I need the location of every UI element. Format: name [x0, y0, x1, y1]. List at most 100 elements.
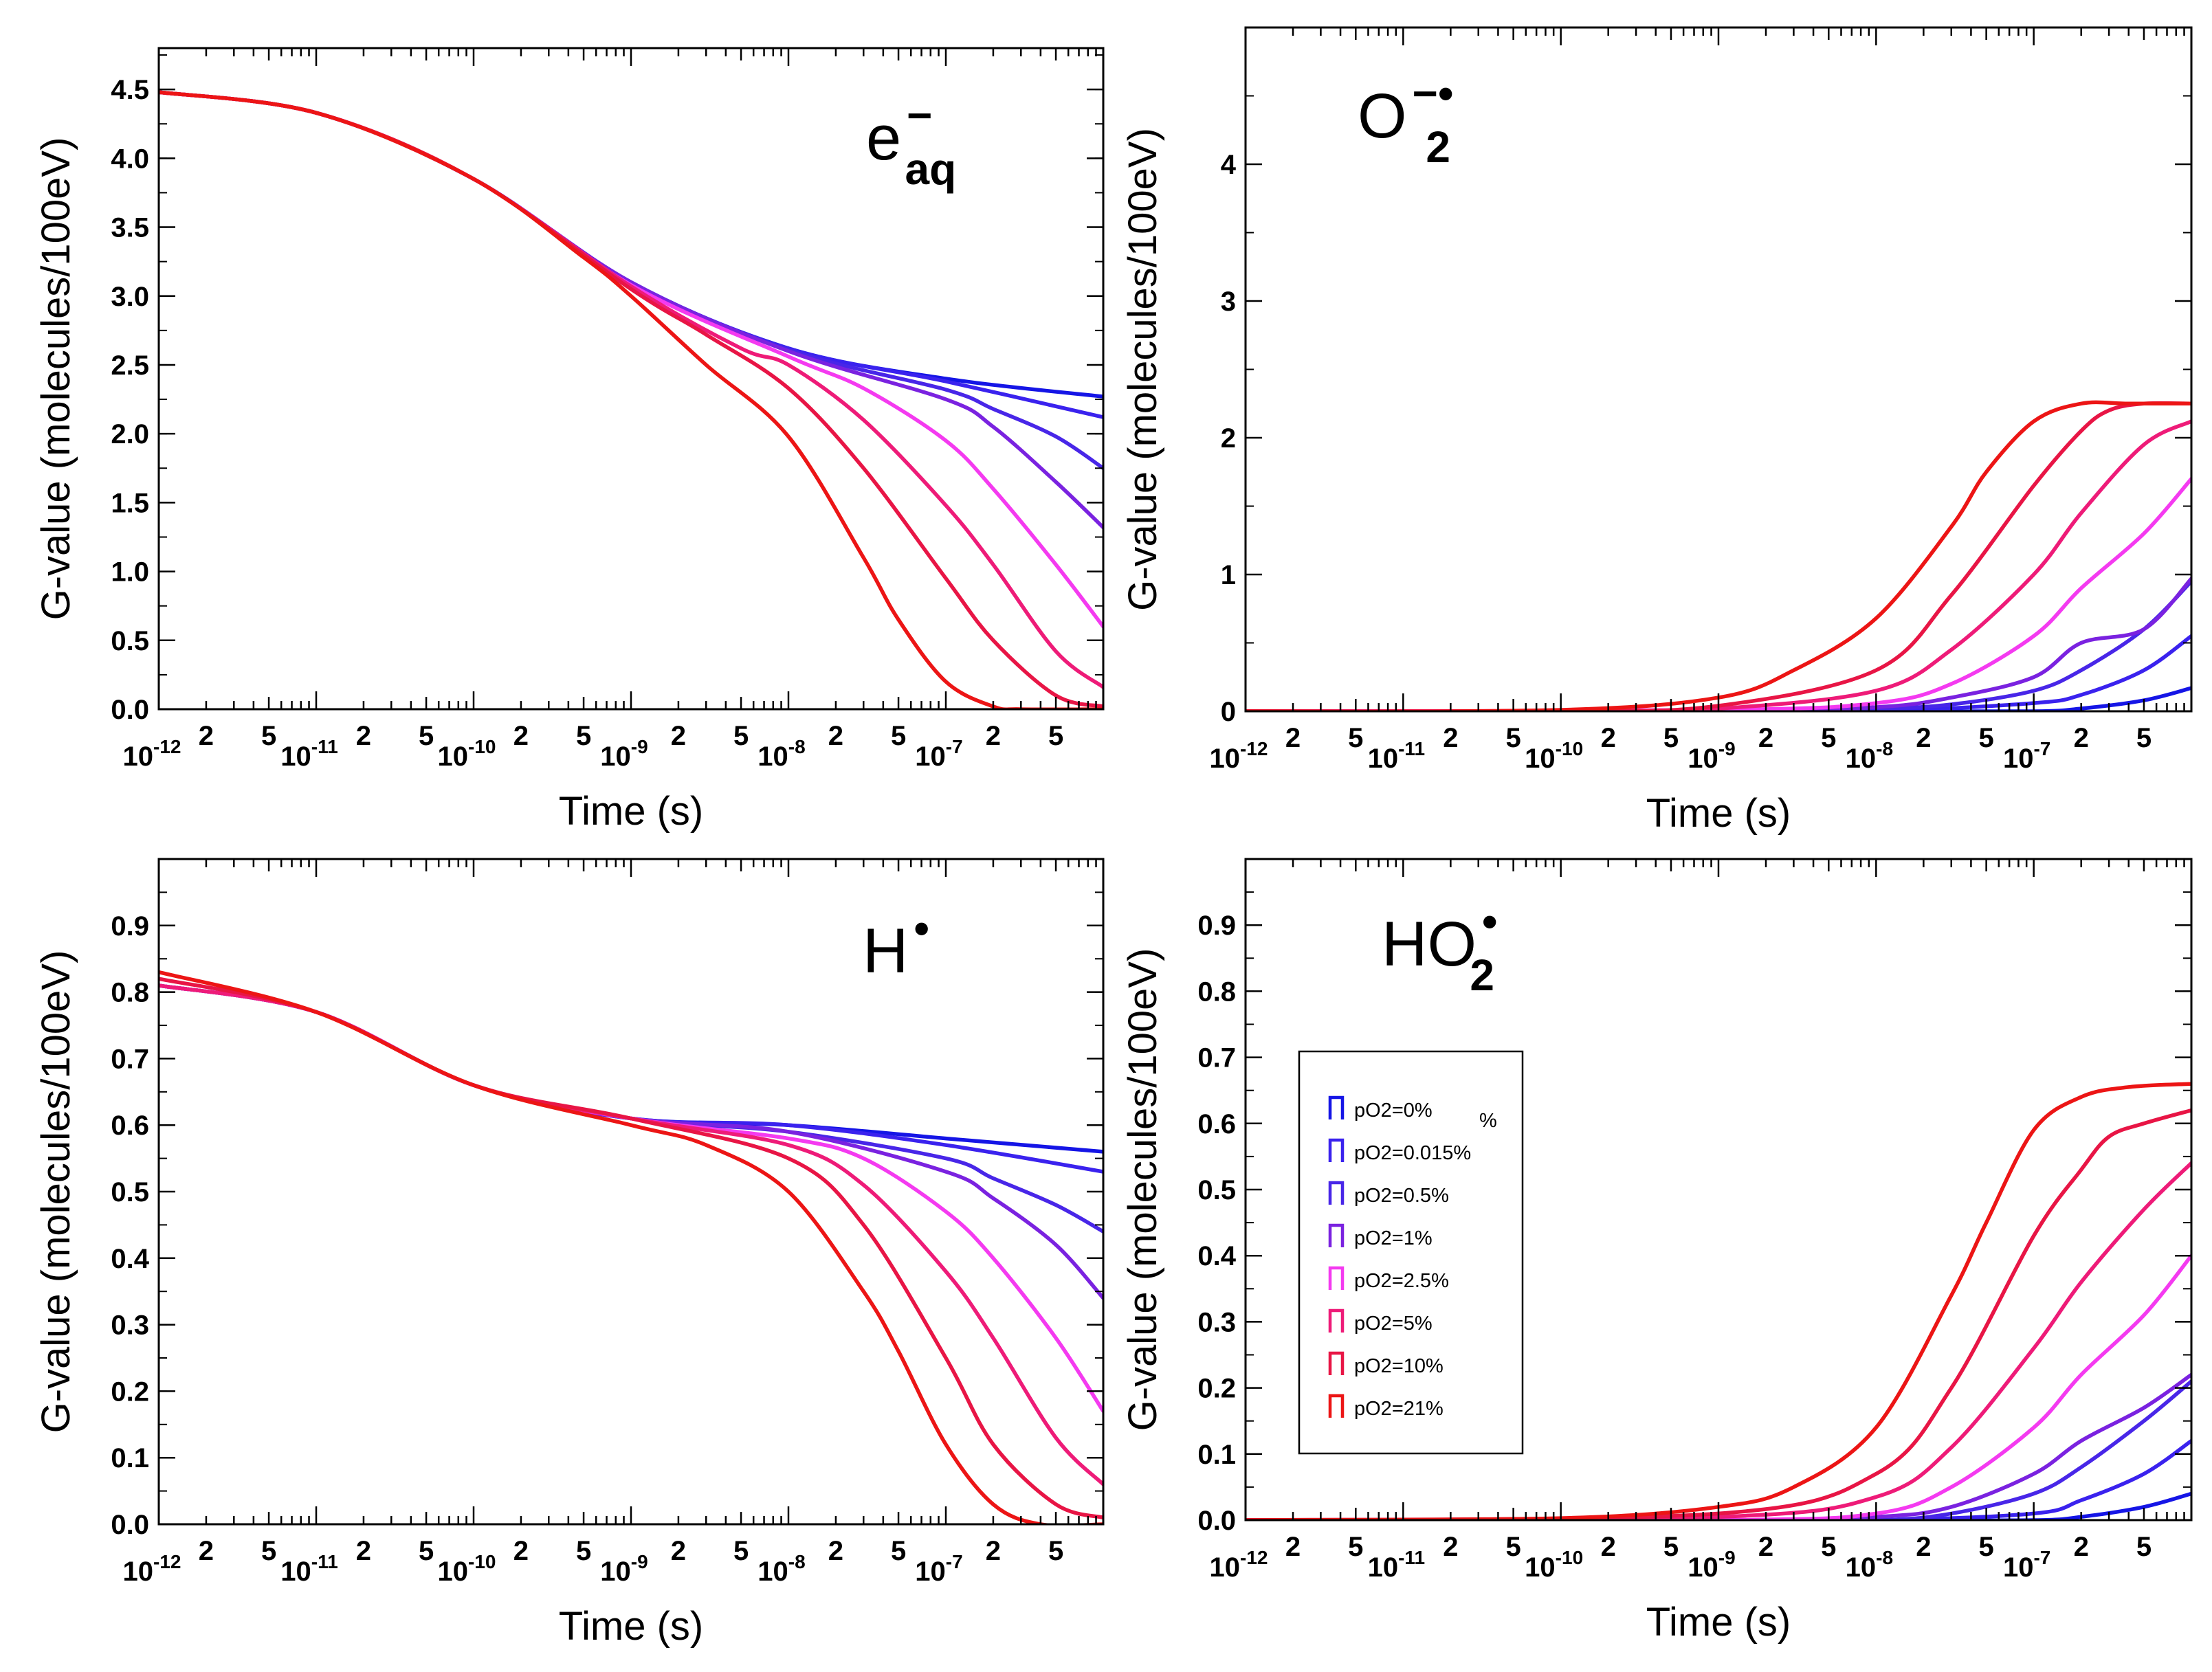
y-tick-label: 0.3	[1197, 1307, 1236, 1337]
x-axis-title: Time (s)	[559, 1604, 703, 1649]
y-tick-label: 3	[1221, 287, 1236, 317]
species-sup: •	[1482, 897, 1497, 946]
x-tick-label-minor: 2	[2074, 723, 2089, 753]
x-axis-title: Time (s)	[559, 789, 703, 834]
legend-marker	[1328, 1223, 1345, 1247]
x-tick-label-minor: 5	[261, 721, 276, 751]
species-label: H •	[863, 904, 929, 986]
x-tick-label-minor: 2	[356, 721, 371, 751]
x-tick-label-minor: 2	[1601, 723, 1616, 753]
x-tick-exp: -10	[468, 1551, 496, 1572]
x-tick-label-minor: 5	[1821, 723, 1836, 753]
legend-marker	[1328, 1308, 1345, 1333]
species-main: O	[1358, 81, 1407, 151]
series-group	[159, 90, 1103, 709]
x-tick-exp: -10	[1556, 738, 1583, 759]
x-tick-label: 10-12	[123, 1551, 181, 1587]
series-line-pO2=0.015%	[159, 983, 1103, 1174]
x-axis-title: Time (s)	[1646, 791, 1791, 836]
x-tick-exp: -7	[946, 736, 963, 757]
x-tick-label-minor: 5	[891, 1536, 906, 1566]
x-tick-label-minor: 2	[2074, 1532, 2089, 1562]
panel-0: 10-12 2 510-11 2 510-10 2 510-9 2 510-8 2 510-7 2 50…	[34, 47, 1105, 834]
series-line-pO2=0%	[159, 90, 1103, 399]
x-tick-exp: -11	[1398, 1547, 1425, 1568]
y-tick-label: 2.5	[111, 350, 149, 381]
x-tick-exp: -12	[1240, 738, 1268, 759]
legend-box	[1298, 1050, 1524, 1455]
y-tick-label: 1.0	[111, 557, 149, 588]
x-tick-label-minor: 2	[986, 721, 1001, 751]
x-tick-label: 10-11	[1368, 738, 1425, 774]
x-tick-label-minor: 5	[1979, 1532, 1994, 1562]
series-line-pO2=10%	[1246, 401, 2191, 711]
plot-frame	[157, 47, 1105, 711]
y-tick-label: 0.2	[111, 1376, 149, 1407]
series-line-pO2=0%	[1246, 686, 2191, 711]
x-tick-label-minor: 2	[356, 1536, 371, 1566]
x-tick-label: 10-7	[2003, 1547, 2050, 1583]
y-tick-label: 0.0	[111, 1510, 149, 1540]
series-line-pO2=1%	[159, 983, 1103, 1300]
x-tick-exp: -10	[1556, 1547, 1583, 1568]
x-tick-label: 10-7	[2003, 738, 2050, 774]
y-axis-title: G-value (molecules/100eV)	[1120, 948, 1165, 1431]
x-tick-exp: -7	[2033, 1547, 2050, 1568]
y-tick-label: 0	[1221, 697, 1236, 727]
x-tick-label-minor: 2	[671, 721, 686, 751]
x-tick-label: 10-8	[757, 736, 805, 772]
legend-label: pO2=0%	[1354, 1100, 1433, 1122]
x-tick-exp: -12	[1240, 1547, 1268, 1568]
y-tick-label: 0.1	[111, 1443, 149, 1473]
species-main: HO	[1382, 909, 1476, 979]
species-main: e	[866, 103, 901, 173]
series-line-pO2=10%	[159, 977, 1103, 1520]
species-main: H	[863, 916, 908, 986]
species-sub: 2	[1470, 950, 1494, 1000]
x-tick-label-minor: 2	[1758, 1532, 1773, 1562]
y-tick-label: 0.4	[111, 1244, 149, 1274]
x-tick-label-minor: 5	[1663, 1532, 1679, 1562]
x-tick-label: 10-7	[915, 1551, 962, 1587]
x-tick-exp: -7	[946, 1551, 963, 1572]
x-tick-label-minor: 2	[513, 721, 529, 751]
x-tick-label: 10-8	[1846, 738, 1893, 774]
series-line-pO2=5%	[159, 983, 1103, 1486]
x-tick-exp: -11	[311, 736, 338, 757]
y-tick-label: 0.5	[111, 1177, 149, 1207]
y-tick-label: 1	[1221, 560, 1236, 590]
x-tick-label-minor: 2	[986, 1536, 1001, 1566]
x-tick-label-minor: 2	[1285, 1532, 1301, 1562]
legend-label: pO2=0.5%	[1354, 1185, 1449, 1207]
y-tick-label: 4.5	[111, 75, 149, 105]
x-tick-label-minor: 2	[1601, 1532, 1616, 1562]
x-tick-label: 10-10	[438, 1551, 496, 1587]
x-tick-label: 10-8	[757, 1551, 805, 1587]
x-tick-label: 10-12	[1210, 738, 1268, 774]
x-tick-label-minor: 2	[513, 1536, 529, 1566]
x-tick-label-minor: 2	[828, 1536, 843, 1566]
species-sub: aq	[905, 144, 957, 194]
species-sup: −	[907, 91, 932, 140]
series-line-pO2=2.5%	[159, 983, 1103, 1414]
x-tick-label-minor: 5	[419, 1536, 434, 1566]
series-line-pO2=0.5%	[159, 983, 1103, 1234]
x-tick-label: 10-11	[280, 1551, 338, 1587]
series-line-pO2=0%	[1246, 1491, 2191, 1520]
x-tick-label-minor: 2	[1285, 723, 1301, 753]
x-tick-exp: -8	[1876, 738, 1893, 759]
x-tick-label: 10-11	[1368, 1547, 1425, 1583]
x-tick-label-minor: 2	[1443, 723, 1458, 753]
y-tick-label: 3.5	[111, 213, 149, 243]
y-tick-label: 0.6	[1197, 1109, 1236, 1139]
y-tick-label: 0.2	[1197, 1374, 1236, 1404]
x-tick-label-minor: 2	[1443, 1532, 1458, 1562]
x-tick-label-minor: 5	[1821, 1532, 1836, 1562]
species-sup: −•	[1413, 69, 1454, 118]
series-line-pO2=1%	[1246, 1372, 2191, 1520]
y-tick-label: 0.9	[111, 911, 149, 941]
x-tick-label-minor: 5	[1048, 1536, 1063, 1566]
x-tick-exp: -7	[2033, 738, 2050, 759]
series-line-pO2=10%	[159, 90, 1103, 709]
